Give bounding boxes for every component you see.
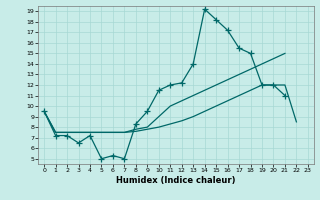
X-axis label: Humidex (Indice chaleur): Humidex (Indice chaleur) [116, 176, 236, 185]
